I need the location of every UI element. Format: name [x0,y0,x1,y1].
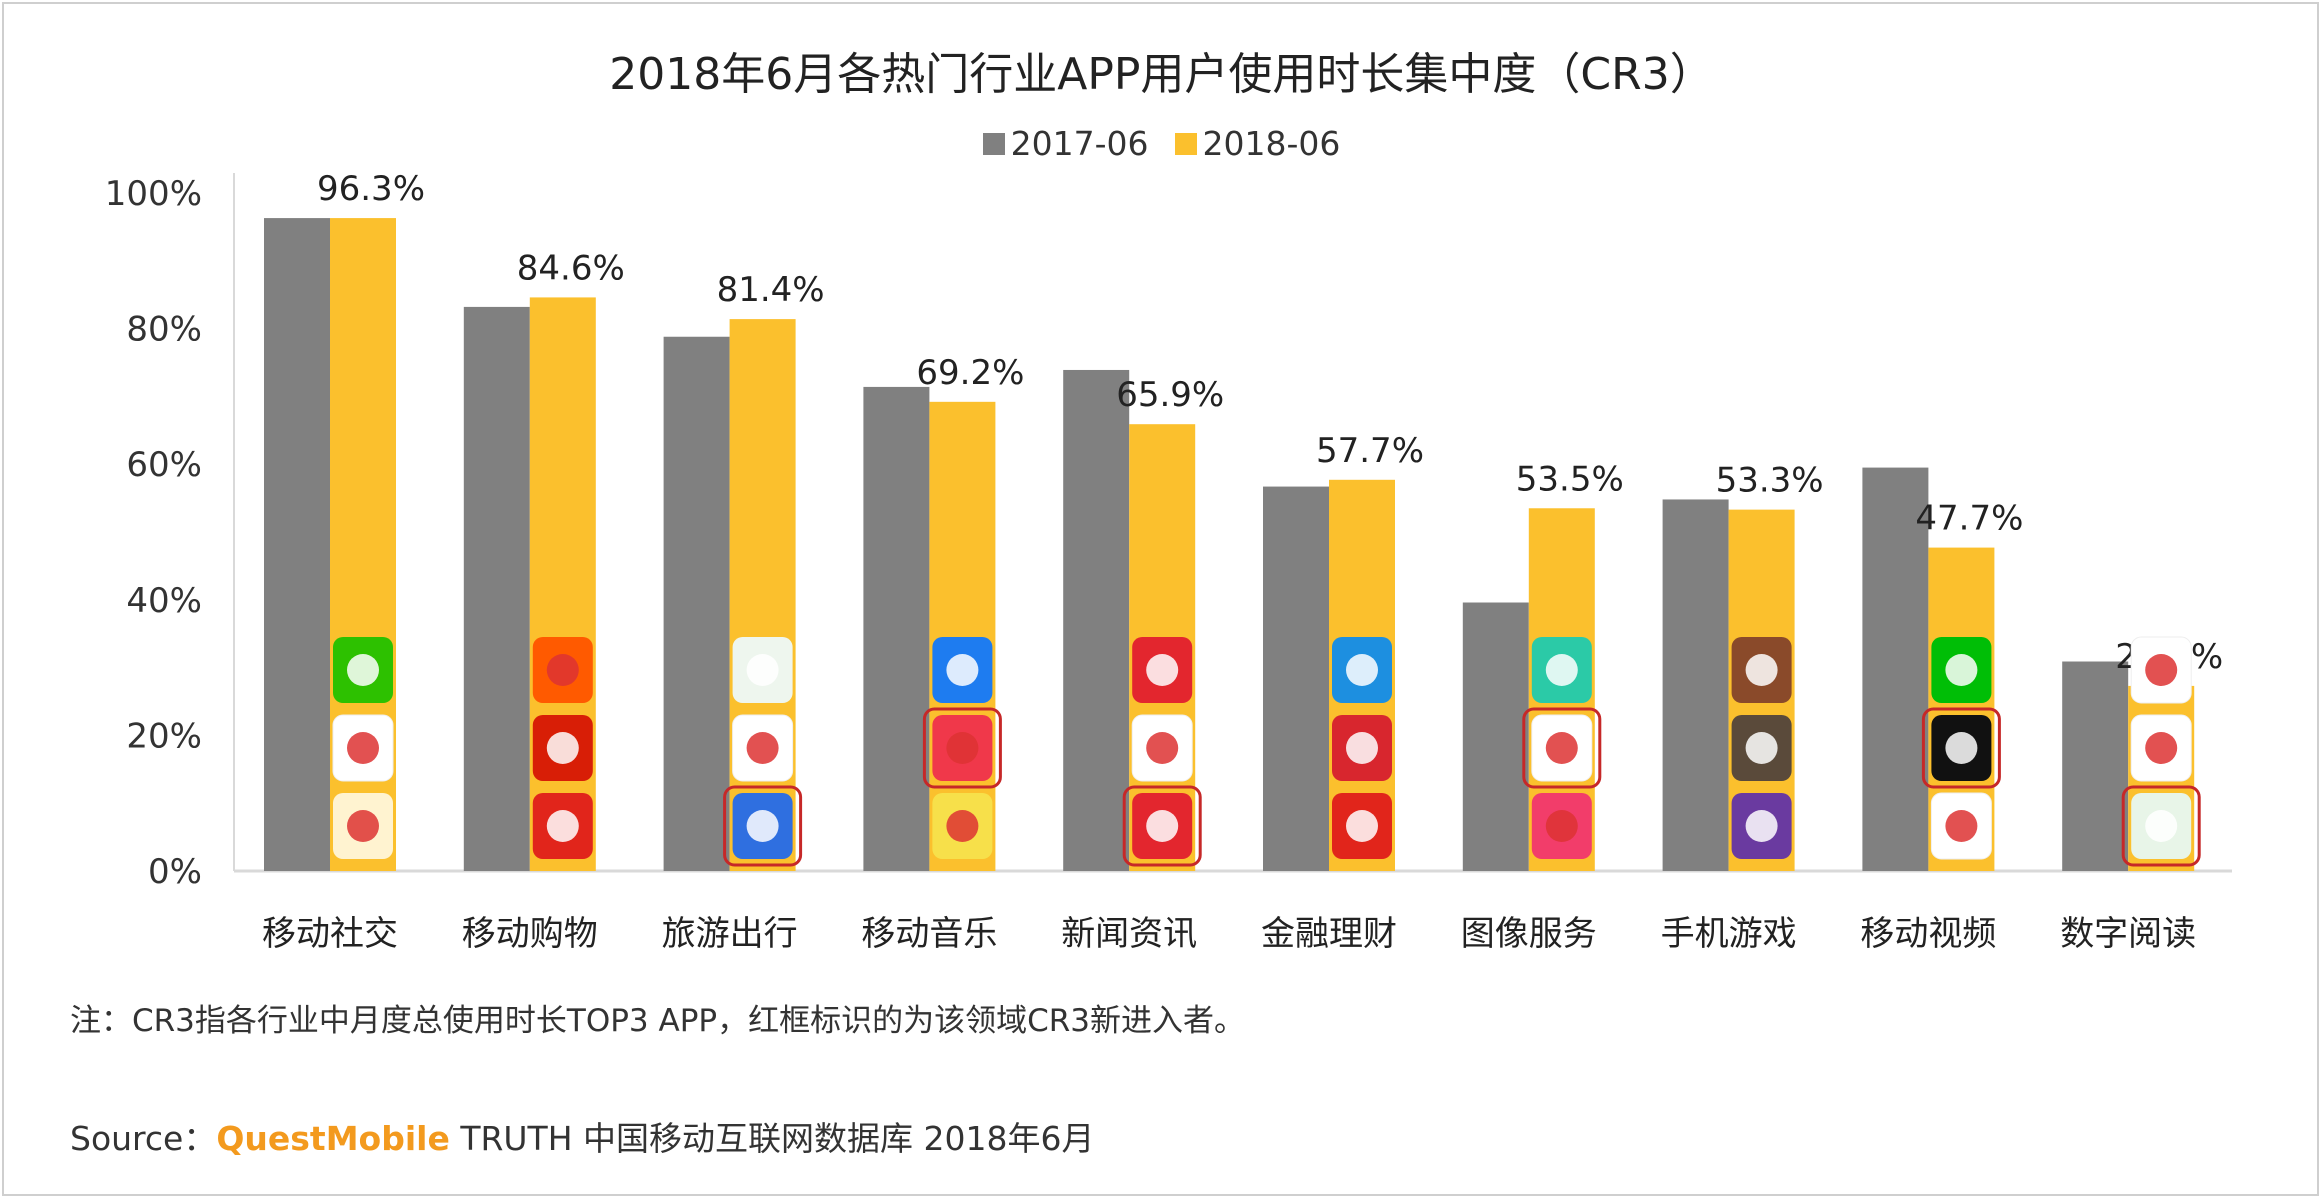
douyin-note-glyph [1945,732,1978,764]
bar-2017-06 [863,386,930,871]
data-label: 96.3% [317,169,425,209]
category-label: 图像服务 [1461,914,1597,954]
game-hero-glyph [1745,654,1778,686]
new-entrant-frame [723,785,803,867]
new-entrant-frame [1522,707,1602,789]
toutiao-lite-glyph [1146,810,1179,842]
play-triangle-glyph [1945,810,1978,842]
legend-label-2018: 2018-06 [1202,124,1341,163]
legend-label-2017: 2017-06 [1010,124,1149,163]
legend-item-2018: 2018-06 [1174,124,1341,163]
y-tick-label: 100% [105,174,202,214]
new-entrant-frame [1921,707,2001,789]
category-label: 旅游出行 [662,914,798,954]
category-group: 69.2% 移动音乐 [861,353,1024,954]
bar-2017-06 [463,306,530,871]
y-tick-label: 0% [148,852,202,892]
category-label: 移动购物 [462,914,598,954]
k-circle-glyph [946,654,979,686]
category-group: 65.9% 新闻资讯 [1061,369,1224,954]
category-label: 金融理财 [1261,914,1397,954]
novel-book-glyph [2145,810,2178,842]
stock-chart-glyph [1346,732,1378,764]
y-tick-label: 60% [126,445,202,485]
legend-item-2017: 2017-06 [982,124,1149,163]
category-group: 53.3% 手机游戏 [1661,461,1824,954]
category-group: 47.7% 移动视频 [1860,467,2023,954]
category-label: 手机游戏 [1661,914,1797,954]
qq-penguin-glyph [347,732,379,764]
new-entrant-frame [922,707,1002,789]
bar-2018-06 [529,297,596,871]
music-note-glyph [946,810,979,842]
category-label: 新闻资讯 [1061,914,1197,954]
weibo-glyph [347,810,379,842]
bar-2017-06 [1063,369,1130,871]
map-navigation-glyph [746,810,779,842]
category-group: 84.6% 移动购物 [462,248,625,954]
category-label: 移动社交 [262,914,398,954]
bar-2017-06 [2062,661,2129,871]
news-circle-glyph [1146,732,1179,764]
category-label: 数字阅读 [2060,914,2196,954]
bar-2017-06 [1862,467,1929,871]
category-group: 53.5% 图像服务 [1461,459,1624,954]
taobao-glyph [546,654,579,686]
du-map-pin-glyph [746,732,779,764]
paper-plane-map-glyph [746,654,779,686]
category-group: 96.3% 移动社交 [262,169,425,954]
mountain-picture-glyph [1545,732,1578,764]
bar-2017-06 [264,218,330,871]
y-tick-label: 80% [126,310,202,350]
data-label: 84.6% [517,248,625,288]
jd-finance-glyph [1346,810,1378,842]
bar-2018-06 [929,401,996,871]
bar-2017-06 [663,336,730,872]
qq-reader-glyph [2145,654,2178,686]
legend-swatch-2017 [982,132,1005,155]
legend: 2017-06 2018-06 [0,124,2323,163]
bar-2017-06 [1662,499,1729,871]
karaoke-bird-glyph [946,732,979,764]
game-puzzle-glyph [1745,810,1778,842]
alipay-glyph [1346,654,1378,686]
chart-title: 2018年6月各热门行业APP用户使用时长集中度（CR3） [609,49,1714,100]
book-pages-glyph [2145,732,2178,764]
footnote: 注：CR3指各行业中月度总使用时长TOP3 APP，红框标识的为该领域CR3新进… [70,1003,1246,1039]
category-group: 57.7% 金融理财 [1261,431,1424,954]
jd-dog-glyph [546,810,579,842]
panda-camera-glyph [1545,654,1578,686]
bar-2017-06 [1263,486,1329,871]
y-tick-label: 20% [126,716,202,756]
wechat-glyph [347,654,379,686]
data-label: 81.4% [717,270,825,310]
data-label: 53.3% [1716,461,1824,501]
source-line: Source：QuestMobile TRUTH 中国移动互联网数据库 2018… [70,1112,1095,1160]
data-label: 53.5% [1516,459,1624,499]
data-label: 65.9% [1116,375,1224,415]
data-label: 47.7% [1915,499,2023,539]
bar-2017-06 [1462,602,1529,871]
category-label: 移动视频 [1860,914,1996,954]
category-group: 27.3%数字阅读 [2060,636,2223,954]
iqiyi-glyph [1945,654,1978,686]
heart-pattern-glyph [546,732,579,764]
toutiao-glyph [1146,654,1179,686]
data-label: 57.7% [1316,431,1424,471]
meitu-glyph [1545,810,1578,842]
y-tick-label: 40% [126,581,202,621]
new-entrant-frame [2121,785,2201,867]
category-label: 移动音乐 [861,914,997,954]
legend-swatch-2018 [1174,132,1197,155]
source-text: TRUTH 中国移动互联网数据库 2018年6月 [449,1119,1095,1158]
game-soldier-glyph [1745,732,1778,764]
category-group: 81.4% 旅游出行 [662,270,825,954]
source-brand-logo: QuestMobile [216,1119,450,1158]
source-prefix: Source： [70,1119,217,1158]
data-label: 69.2% [916,353,1024,393]
new-entrant-frame [1122,785,1202,867]
